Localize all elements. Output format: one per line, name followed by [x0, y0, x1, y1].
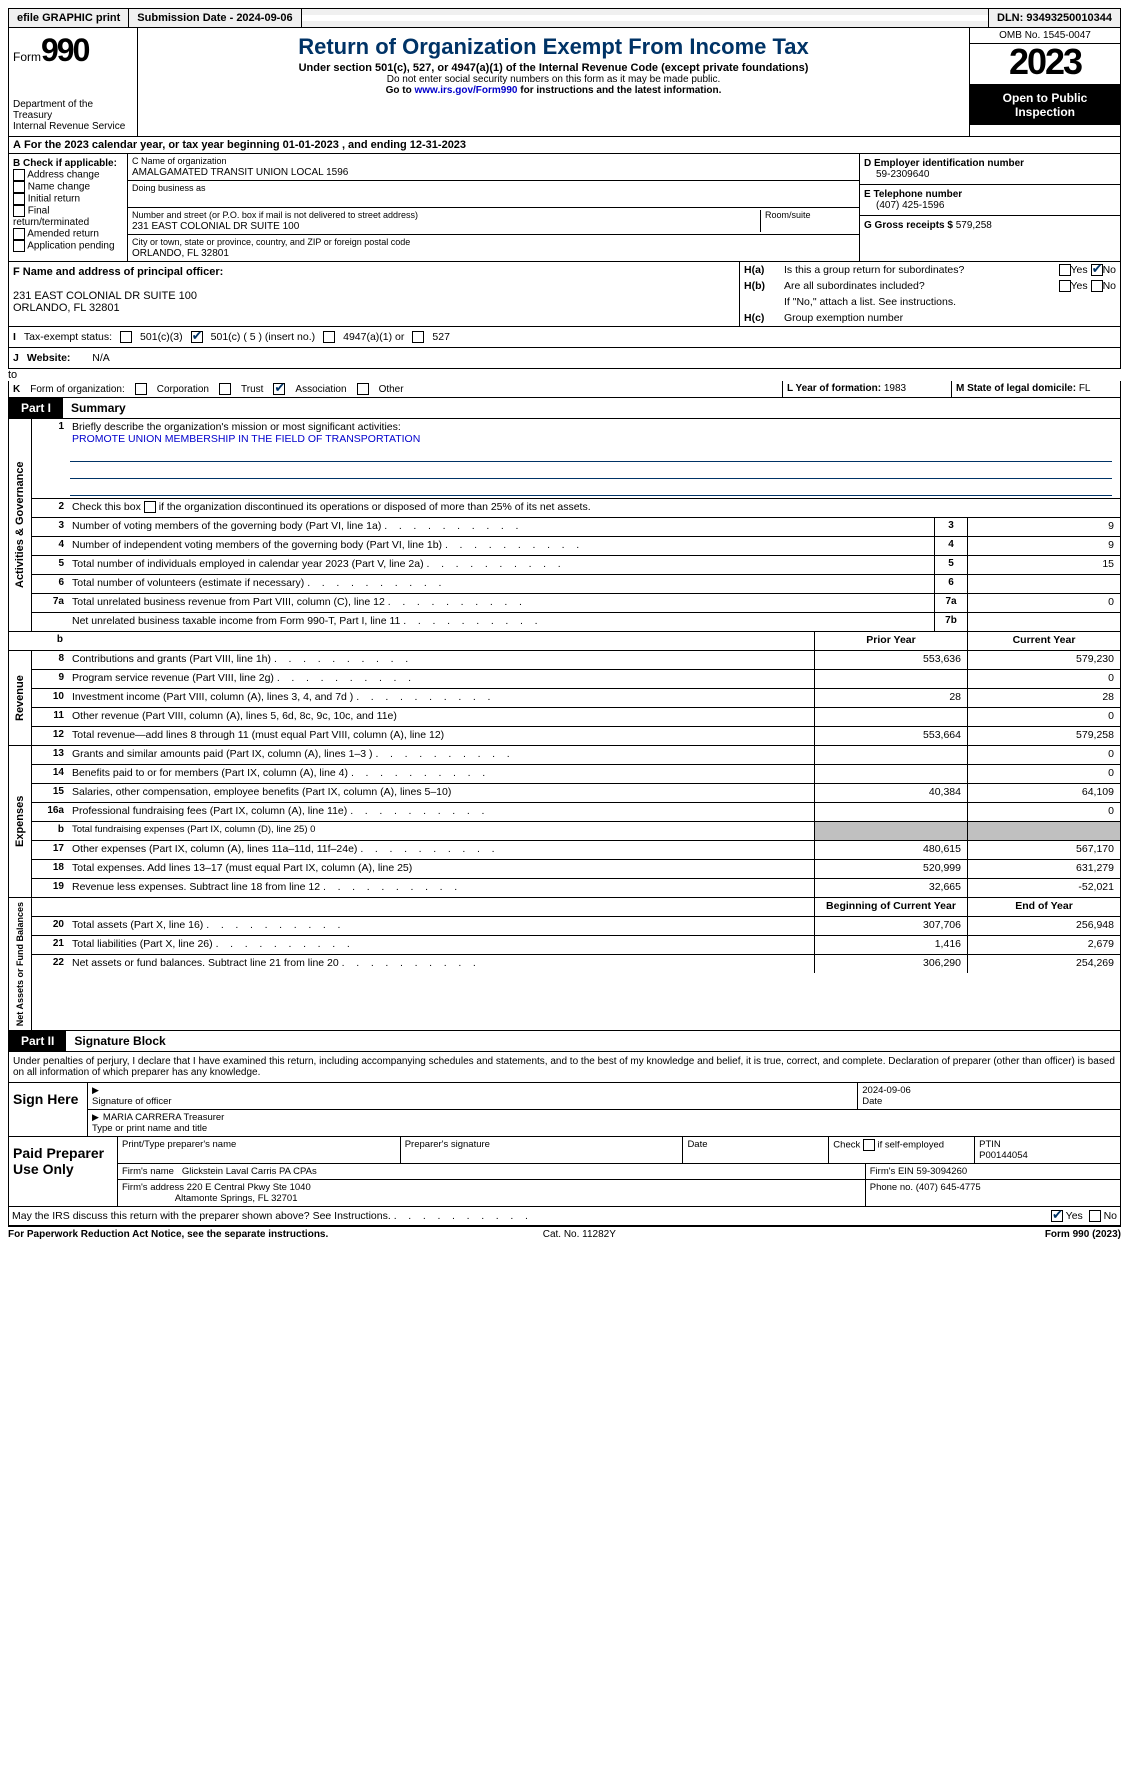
discuss-row: May the IRS discuss this return with the…: [8, 1207, 1121, 1226]
org-name: AMALGAMATED TRANSIT UNION LOCAL 1596: [132, 167, 348, 178]
line-j: JWebsite: N/A: [8, 348, 1121, 369]
dln: DLN: 93493250010344: [988, 9, 1120, 27]
line-i: ITax-exempt status: 501(c)(3) 501(c) ( 5…: [8, 327, 1121, 348]
submission-date: Submission Date - 2024-09-06: [129, 9, 301, 27]
part2-header: Part II Signature Block: [8, 1031, 1121, 1052]
form-title: Return of Organization Exempt From Incom…: [144, 34, 963, 60]
revenue: Revenue 8Contributions and grants (Part …: [8, 651, 1121, 746]
sign-here: Sign Here Signature of officer 2024-09-0…: [8, 1083, 1121, 1137]
net-assets: Net Assets or Fund Balances Beginning of…: [8, 898, 1121, 1031]
dept-label: Department of the Treasury Internal Reve…: [13, 99, 133, 132]
f-h-block: F Name and address of principal officer:…: [8, 262, 1121, 327]
open-inspection: Open to Public Inspection: [970, 85, 1120, 125]
tax-year: 2023: [970, 44, 1120, 85]
penalty-text: Under penalties of perjury, I declare th…: [8, 1052, 1121, 1083]
expenses: Expenses 13Grants and similar amounts pa…: [8, 746, 1121, 898]
efile-label[interactable]: efile GRAPHIC print: [9, 9, 129, 27]
entity-block: B Check if applicable: Address change Na…: [8, 154, 1121, 262]
section-b: B Check if applicable: Address change Na…: [9, 154, 128, 261]
line-a: A For the 2023 calendar year, or tax yea…: [8, 137, 1121, 154]
org-street: 231 EAST COLONIAL DR SUITE 100: [132, 221, 299, 232]
org-city: ORLANDO, FL 32801: [132, 248, 229, 259]
form-header: Form990 Department of the Treasury Inter…: [8, 28, 1121, 137]
section-g: G Gross receipts $ 579,258: [860, 216, 1120, 235]
section-d: D Employer identification number59-23096…: [860, 154, 1120, 185]
form-subtitle: Under section 501(c), 527, or 4947(a)(1)…: [144, 62, 963, 74]
mission-text[interactable]: PROMOTE UNION MEMBERSHIP IN THE FIELD OF…: [72, 433, 420, 445]
form-number: Form990: [13, 32, 133, 69]
col-headers: b Prior Year Current Year: [8, 632, 1121, 651]
ssn-note: Do not enter social security numbers on …: [144, 74, 963, 85]
activities-governance: Activities & Governance 1Briefly describ…: [8, 419, 1121, 632]
page-footer: For Paperwork Reduction Act Notice, see …: [8, 1226, 1121, 1240]
goto-note: Go to www.irs.gov/Form990 for instructio…: [144, 85, 963, 96]
section-e: E Telephone number(407) 425-1596: [860, 185, 1120, 216]
irs-link[interactable]: www.irs.gov/Form990: [414, 85, 517, 96]
top-bar: efile GRAPHIC print Submission Date - 20…: [8, 8, 1121, 28]
officer-name: MARIA CARRERA Treasurer: [103, 1112, 224, 1123]
part1-header: Part I Summary: [8, 398, 1121, 419]
line-klm: KForm of organization: Corporation Trust…: [8, 381, 1121, 398]
firm-name: Glickstein Laval Carris PA CPAs: [182, 1166, 317, 1177]
section-c: C Name of organizationAMALGAMATED TRANSI…: [128, 154, 859, 261]
paid-preparer: Paid Preparer Use Only Print/Type prepar…: [8, 1137, 1121, 1207]
